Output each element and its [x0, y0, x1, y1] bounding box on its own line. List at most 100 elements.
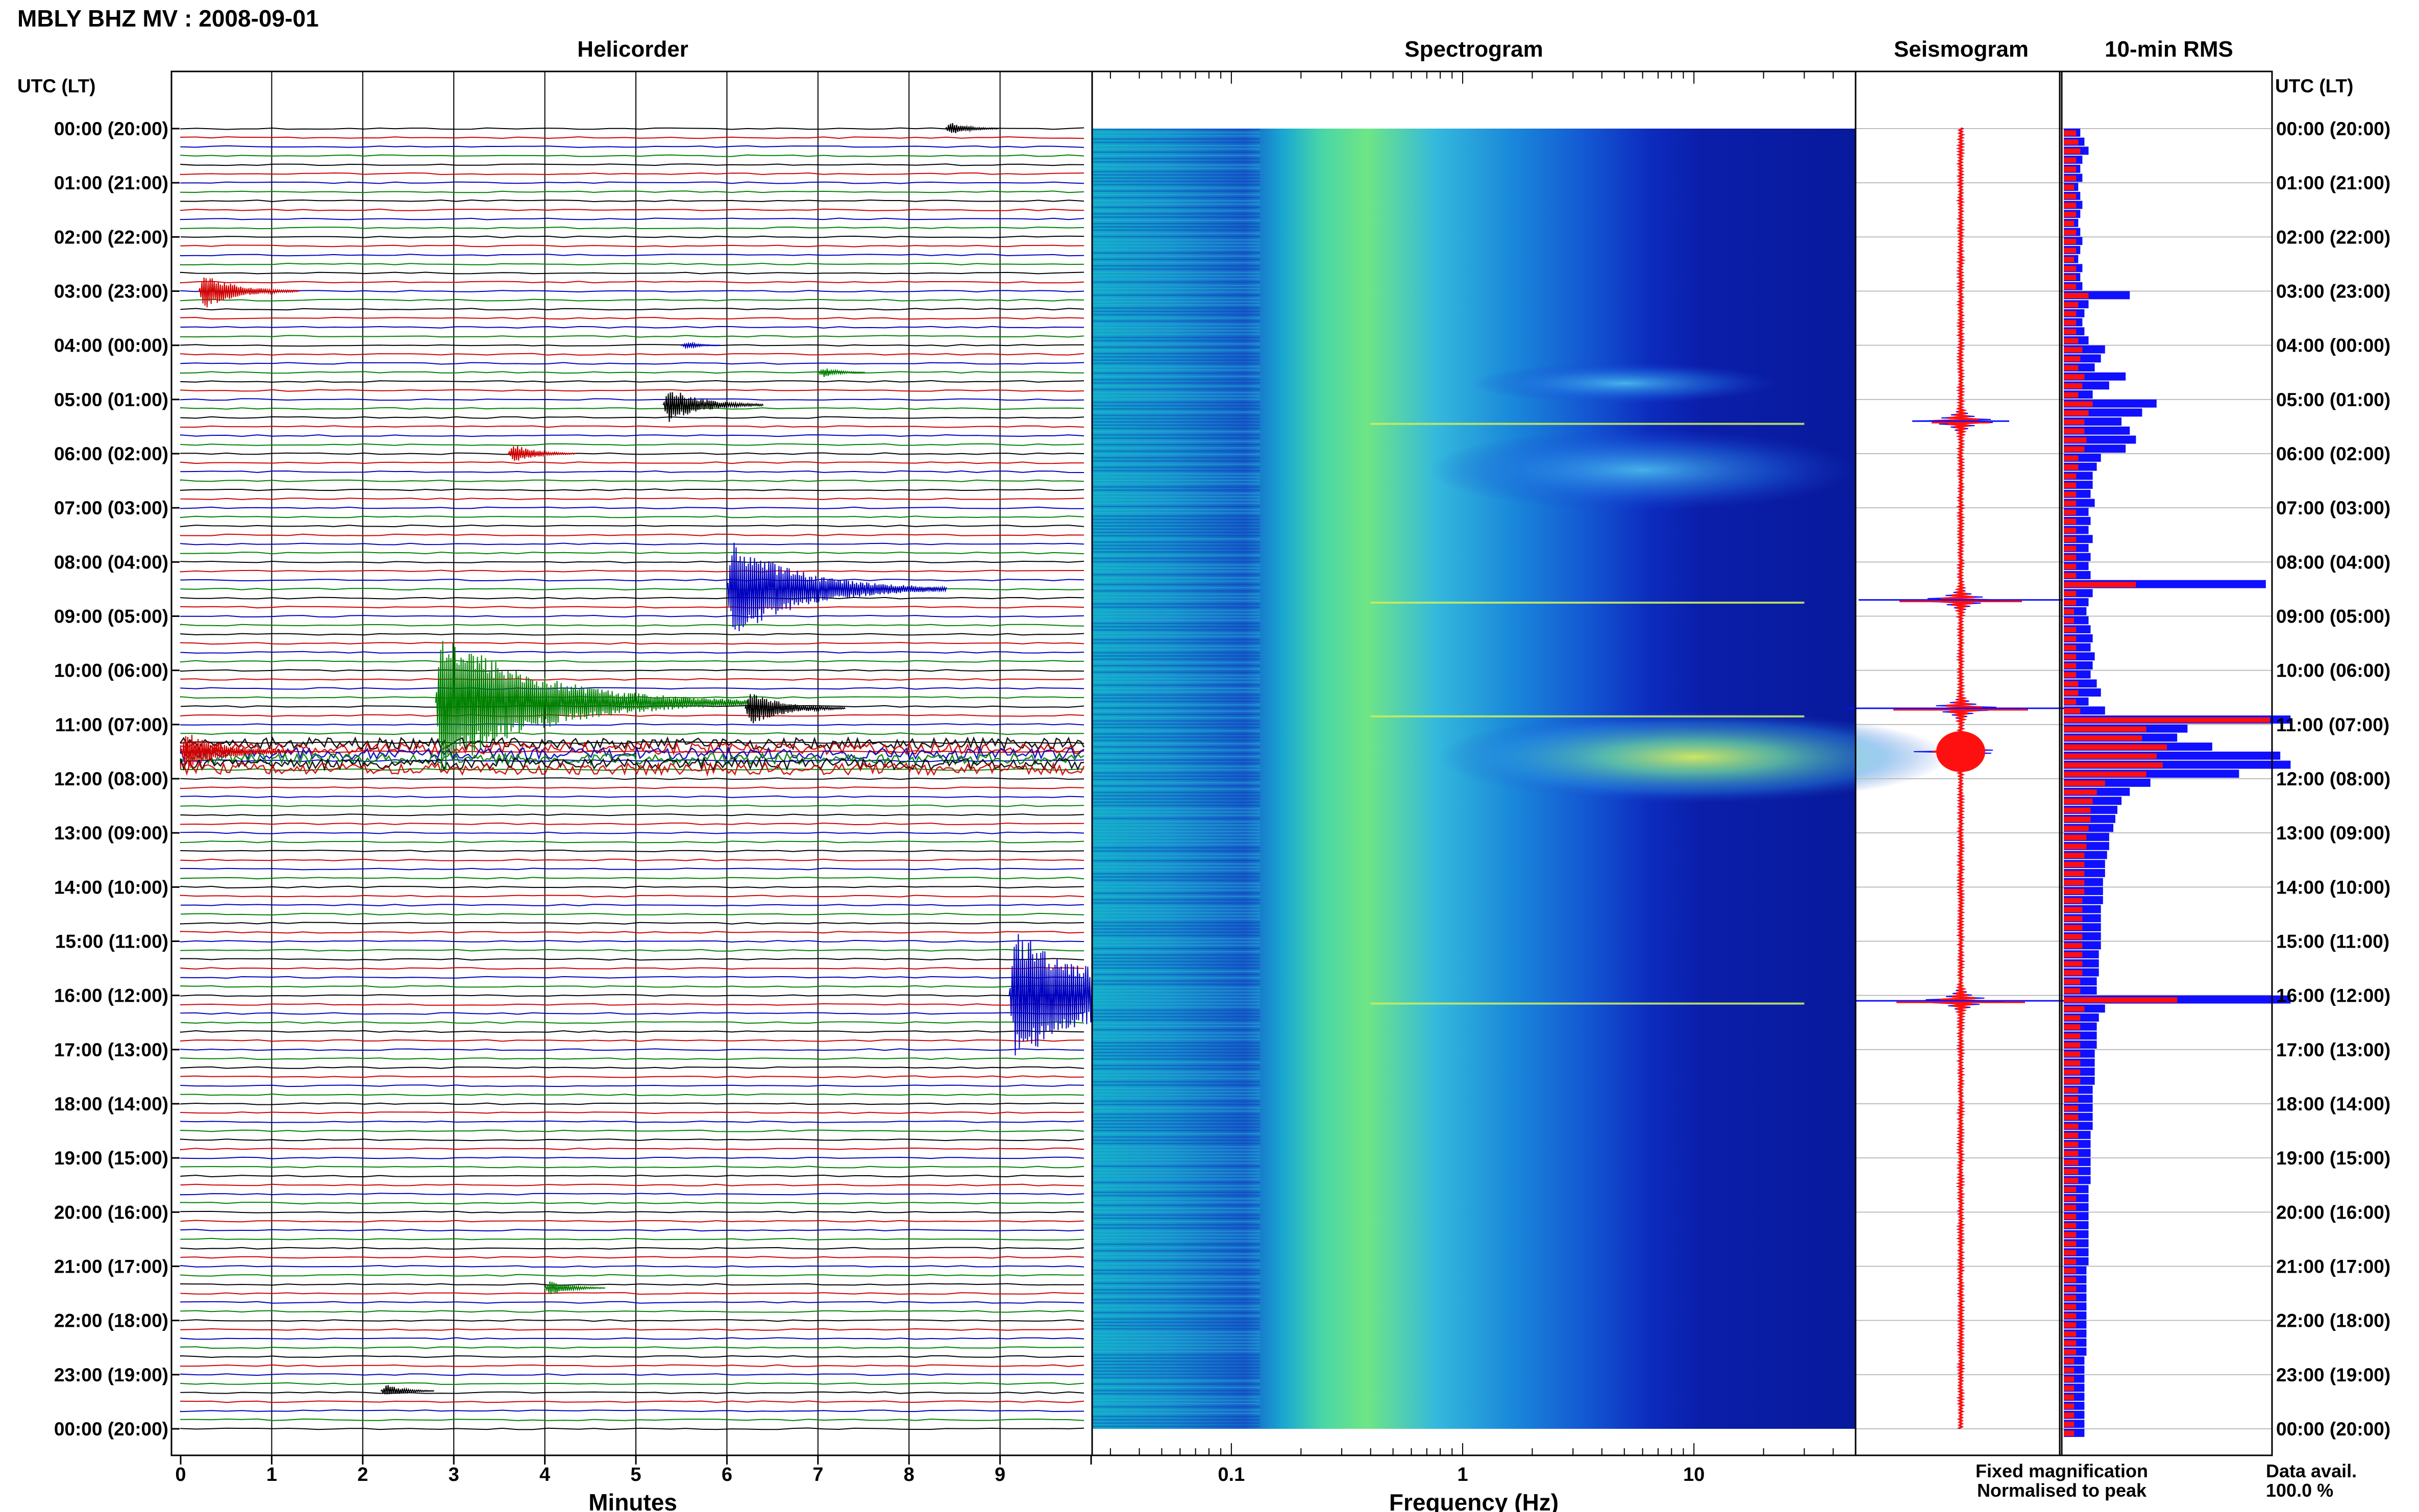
time-tick-label-left: 10:00 (06:00) — [54, 660, 168, 681]
rms-normalised-bar — [2064, 591, 2077, 597]
spectrogram-row-stripe — [1092, 525, 1261, 527]
rms-normalised-bar — [2064, 139, 2079, 145]
helicorder-event — [544, 1281, 606, 1295]
spectrogram-row-stripe — [1092, 535, 1261, 537]
rms-normalised-bar — [2064, 284, 2077, 289]
helicorder-trace-line — [180, 1220, 1084, 1223]
spectrogram-row-stripe — [1092, 1370, 1261, 1372]
spectrogram-row-stripe — [1092, 934, 1261, 936]
spectrogram-row-stripe — [1092, 645, 1261, 647]
time-tick-label-left: 08:00 (04:00) — [54, 552, 168, 573]
rms-normalised-bar — [2064, 347, 2083, 353]
rms-normalised-bar — [2064, 672, 2077, 678]
helicorder-trace-line — [180, 1418, 1084, 1421]
spectrogram-row-stripe — [1092, 782, 1261, 784]
spectrogram-row-stripe — [1092, 200, 1261, 202]
rms-normalised-bar — [2064, 916, 2083, 922]
time-labels: 00:00 (20:00) 00:00 (20:00) 01:00 (21:00) 0… — [54, 118, 2390, 1440]
rms-normalised-bar — [2064, 1006, 2085, 1012]
helicorder-trace-line — [180, 1409, 1084, 1412]
helicorder-trace-line — [180, 362, 1084, 365]
spectrogram-row-stripe — [1092, 291, 1261, 293]
rms-normalised-bar — [2064, 491, 2077, 497]
time-tick-label-right: 10:00 (06:00) — [2276, 660, 2390, 681]
spectrogram-row-stripe — [1092, 583, 1261, 585]
spectrogram-row-stripe — [1092, 1337, 1261, 1340]
spectrogram-row-stripe — [1092, 473, 1261, 475]
helicorder-trace-line — [180, 452, 1084, 455]
rms-normalised-bar — [2064, 275, 2077, 281]
spectrogram-row-stripe — [1092, 382, 1261, 384]
spectrogram-row-stripe — [1092, 742, 1261, 745]
rms-normalised-bar — [2064, 428, 2085, 434]
spectrogram-row-stripe — [1092, 1126, 1261, 1128]
spectrogram-row-stripe — [1092, 1198, 1261, 1200]
spectrogram-row-stripe — [1092, 1243, 1261, 1245]
spectrogram-row-stripe — [1092, 469, 1261, 472]
time-tick-label-right: 15:00 (11:00) — [2276, 931, 2389, 952]
spectrogram-row-stripe — [1092, 193, 1261, 195]
spectrogram-row-stripe — [1092, 1081, 1261, 1083]
spectrogram-row-stripe — [1092, 811, 1261, 813]
spectrogram-row-stripe — [1092, 466, 1261, 468]
helicorder-trace-line — [180, 912, 1084, 916]
spectrogram-row-stripe — [1092, 1172, 1261, 1174]
helicorder-trace-line — [180, 479, 1084, 482]
rms-normalised-bar — [2064, 1096, 2079, 1102]
spectrogram-row-stripe — [1092, 1425, 1261, 1427]
helicorder-trace-line — [180, 1102, 1084, 1105]
spectrogram-row-stripe — [1092, 1084, 1261, 1086]
helicorder-trace-line — [180, 1138, 1084, 1142]
helicorder-trace-line — [180, 398, 1084, 401]
time-axis-label-right: UTC (LT) — [2275, 76, 2353, 96]
spectrogram-row-stripe — [1092, 1299, 1261, 1301]
spectrogram-row-stripe — [1092, 834, 1261, 836]
spectrogram-row-stripe — [1092, 324, 1261, 326]
spectrogram-row-stripe — [1092, 1149, 1261, 1151]
rms-normalised-bar — [2064, 1313, 2077, 1319]
rms-normalised-bar — [2064, 1250, 2077, 1256]
helicorder-trace-line — [180, 335, 1084, 338]
rms-normalised-bar — [2064, 1259, 2077, 1265]
spectrogram-row-stripe — [1092, 1227, 1261, 1229]
spectrogram-row-stripe — [1092, 1038, 1261, 1040]
spectrogram-row-stripe — [1092, 141, 1261, 143]
helicorder-trace-line — [180, 966, 1084, 970]
time-tick-label-left: 00:00 (20:00) — [54, 1419, 168, 1440]
spectrogram-row-stripe — [1092, 736, 1261, 738]
time-tick-label-left: 04:00 (00:00) — [54, 335, 168, 356]
rms-normalised-bar — [2064, 1069, 2081, 1075]
spectrogram-row-stripe — [1092, 1380, 1261, 1382]
spectrogram-row-stripe — [1092, 327, 1261, 329]
rms-normalised-bar — [2064, 744, 2167, 750]
spectrogram-row-stripe — [1092, 817, 1261, 820]
spectrogram-row-stripe — [1092, 593, 1261, 595]
data-avail-label: Data avail. — [2266, 1460, 2357, 1481]
spectrogram-row-stripe — [1092, 986, 1261, 988]
helicorder-trace-line — [180, 660, 1084, 663]
spectrogram-row-stripe — [1092, 343, 1261, 345]
spectrogram-row-stripe — [1092, 844, 1261, 846]
spectrogram-row-stripe — [1092, 151, 1261, 153]
spectrogram-row-stripe — [1092, 827, 1261, 829]
helicorder-event — [726, 542, 947, 632]
time-tick-label-right: 03:00 (23:00) — [2276, 281, 2390, 302]
spectrogram-row-stripe — [1092, 1377, 1261, 1379]
spectrogram-row-stripe — [1092, 1107, 1261, 1109]
spectrogram-row-stripe — [1092, 454, 1261, 455]
spectrogram-row-stripe — [1092, 206, 1261, 208]
spectrogram-row-stripe — [1092, 417, 1261, 419]
spectrogram-row-stripe — [1092, 713, 1261, 715]
spectrogram-row-stripe — [1092, 1201, 1261, 1203]
rms-normalised-bar — [2064, 130, 2077, 136]
rms-normalised-bar — [2064, 247, 2077, 254]
helicorder-event — [380, 1385, 435, 1395]
rms-normalised-bar — [2064, 383, 2083, 389]
spectrogram-row-stripe — [1092, 388, 1261, 390]
spectrogram-row-stripe — [1092, 1224, 1261, 1226]
spectrogram-row-stripe — [1092, 219, 1261, 221]
rms-normalised-bar — [2064, 1421, 2075, 1427]
spectrogram-row-stripe — [1092, 1110, 1261, 1112]
spectrogram-row-stripe — [1092, 372, 1261, 374]
helicorder-trace-line — [180, 1174, 1084, 1178]
